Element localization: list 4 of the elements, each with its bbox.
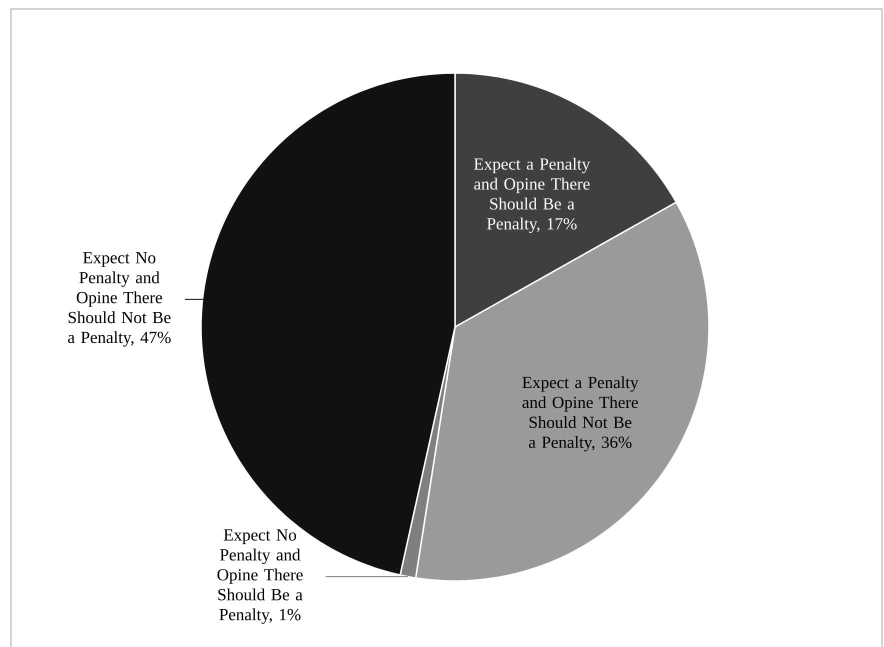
legend-label: Expect No Penalty and Opine There Should Be a Penalty, 1% [217,529,303,624]
slice-label: Expect a Penalty and Opine There Should Not Be a Penalty, 36% [522,376,638,452]
slice-label: Expect No Penalty and Opine There Should Not Be a Penalty, 47% [68,252,171,347]
slice-label: Expect a Penalty and Opine There Should Be a Penalty, 17% [474,158,590,233]
